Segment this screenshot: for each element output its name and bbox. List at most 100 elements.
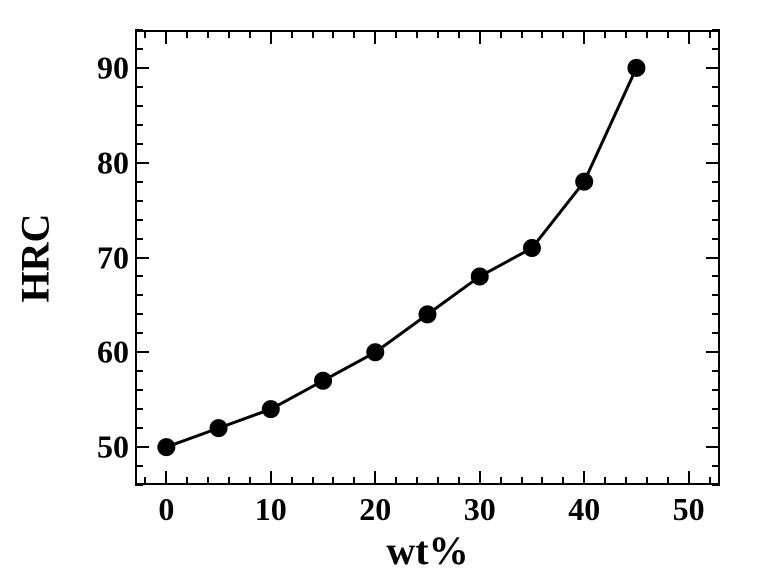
x-tick-minor — [562, 30, 564, 38]
x-tick-minor — [709, 477, 711, 485]
x-tick-minor — [332, 30, 334, 38]
y-tick-minor — [135, 238, 143, 240]
x-tick-minor — [541, 477, 543, 485]
x-tick-minor — [458, 477, 460, 485]
x-tick-major — [270, 30, 272, 44]
y-tick-minor — [135, 332, 143, 334]
x-tick-label: 0 — [158, 491, 174, 528]
x-tick-minor — [562, 477, 564, 485]
series-marker — [367, 344, 384, 361]
x-tick-minor — [207, 30, 209, 38]
x-tick-minor — [500, 30, 502, 38]
x-tick-minor — [500, 477, 502, 485]
y-tick-minor — [712, 124, 720, 126]
x-tick-minor — [395, 477, 397, 485]
x-tick-minor — [312, 30, 314, 38]
x-tick-major — [374, 30, 376, 44]
x-tick-minor — [395, 30, 397, 38]
series-marker — [262, 401, 279, 418]
x-tick-major — [583, 30, 585, 44]
x-tick-minor — [186, 30, 188, 38]
x-tick-minor — [228, 477, 230, 485]
y-tick-label: 70 — [81, 239, 129, 276]
x-tick-major — [270, 471, 272, 485]
y-tick-minor — [712, 332, 720, 334]
x-tick-minor — [144, 30, 146, 38]
x-tick-minor — [186, 477, 188, 485]
series-marker — [576, 173, 593, 190]
y-tick-minor — [135, 427, 143, 429]
series-marker — [628, 59, 645, 76]
x-tick-minor — [458, 30, 460, 38]
y-tick-minor — [712, 200, 720, 202]
x-tick-minor — [541, 30, 543, 38]
y-tick-major — [706, 446, 720, 448]
x-tick-minor — [437, 30, 439, 38]
series-marker — [210, 420, 227, 437]
x-tick-minor — [291, 477, 293, 485]
x-tick-label: 50 — [673, 491, 705, 528]
y-tick-minor — [135, 275, 143, 277]
y-tick-minor — [712, 484, 720, 486]
x-tick-minor — [604, 30, 606, 38]
x-tick-minor — [249, 30, 251, 38]
y-tick-minor — [712, 219, 720, 221]
y-tick-minor — [712, 313, 720, 315]
y-tick-minor — [135, 370, 143, 372]
y-tick-major — [706, 67, 720, 69]
y-tick-major — [135, 446, 149, 448]
y-tick-minor — [712, 389, 720, 391]
y-axis-label: HRC — [12, 213, 59, 302]
x-tick-minor — [521, 477, 523, 485]
x-tick-minor — [312, 477, 314, 485]
x-tick-minor — [416, 477, 418, 485]
y-tick-minor — [135, 465, 143, 467]
x-tick-minor — [667, 477, 669, 485]
y-tick-minor — [712, 275, 720, 277]
y-tick-minor — [135, 408, 143, 410]
y-tick-minor — [135, 48, 143, 50]
series-marker — [471, 268, 488, 285]
y-tick-minor — [135, 200, 143, 202]
y-tick-minor — [712, 408, 720, 410]
series-marker — [315, 372, 332, 389]
y-tick-label: 90 — [81, 49, 129, 86]
y-tick-minor — [712, 465, 720, 467]
y-tick-minor — [712, 105, 720, 107]
y-tick-major — [135, 162, 149, 164]
y-tick-minor — [712, 143, 720, 145]
y-tick-minor — [135, 86, 143, 88]
x-tick-minor — [437, 477, 439, 485]
x-tick-minor — [646, 30, 648, 38]
x-tick-major — [583, 471, 585, 485]
x-tick-minor — [625, 477, 627, 485]
y-tick-minor — [135, 389, 143, 391]
y-tick-major — [135, 351, 149, 353]
x-tick-minor — [144, 477, 146, 485]
x-tick-minor — [521, 30, 523, 38]
x-tick-major — [165, 30, 167, 44]
x-tick-major — [688, 471, 690, 485]
y-tick-major — [706, 162, 720, 164]
x-tick-major — [479, 471, 481, 485]
x-tick-label: 20 — [359, 491, 391, 528]
x-tick-minor — [207, 477, 209, 485]
x-tick-minor — [353, 30, 355, 38]
series-marker — [523, 240, 540, 257]
x-tick-major — [374, 471, 376, 485]
x-tick-minor — [228, 30, 230, 38]
y-tick-minor — [712, 86, 720, 88]
x-tick-major — [479, 30, 481, 44]
x-tick-minor — [709, 30, 711, 38]
y-tick-major — [135, 257, 149, 259]
y-tick-major — [706, 257, 720, 259]
figure: 010203040505060708090 wt% HRC — [0, 0, 767, 575]
y-tick-minor — [135, 124, 143, 126]
x-tick-minor — [625, 30, 627, 38]
x-tick-label: 40 — [568, 491, 600, 528]
y-tick-minor — [135, 105, 143, 107]
x-tick-minor — [332, 477, 334, 485]
y-tick-label: 80 — [81, 144, 129, 181]
y-tick-minor — [135, 143, 143, 145]
x-tick-minor — [249, 477, 251, 485]
